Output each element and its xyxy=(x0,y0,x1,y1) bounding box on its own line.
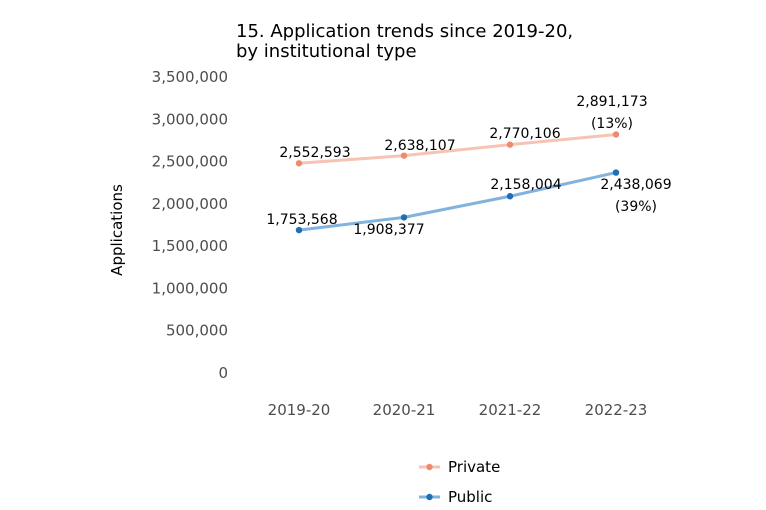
y-tick-label: 1,000,000 xyxy=(152,279,228,297)
data-label-public: 1,753,568 xyxy=(266,212,337,228)
series-line-public xyxy=(297,171,618,232)
y-tick-label: 2,000,000 xyxy=(152,195,228,213)
y-axis-ticks: 3,500,000 3,000,000 2,500,000 2,000,000 1,50… xyxy=(152,68,228,382)
series-points xyxy=(295,131,620,234)
y-tick-label: 1,500,000 xyxy=(152,237,228,255)
legend-label-private: Private xyxy=(448,458,500,476)
data-point-public xyxy=(295,226,303,234)
data-point-private xyxy=(506,141,514,148)
y-tick-label: 500,000 xyxy=(166,322,228,340)
legend-label-public: Public xyxy=(448,488,492,506)
y-tick-label: 0 xyxy=(218,364,228,382)
percent-change-label-private: (13%) xyxy=(591,116,633,132)
data-point-public xyxy=(506,193,514,200)
chart-title-line-2: by institutional type xyxy=(236,41,417,62)
legend-swatch-point xyxy=(426,463,433,471)
data-label-public: 2,438,069 xyxy=(600,177,671,193)
data-point-private xyxy=(612,131,620,138)
data-label-public: 2,158,004 xyxy=(490,177,561,193)
data-label-private: 2,552,593 xyxy=(279,145,350,161)
data-label-private: 2,891,173 xyxy=(576,94,647,110)
data-label-public: 1,908,377 xyxy=(353,222,424,238)
y-tick-label: 2,500,000 xyxy=(152,153,228,171)
x-axis-ticks: 2019-20 2020-21 2021-22 2022-23 xyxy=(268,401,648,419)
legend: Private Public xyxy=(419,458,500,506)
y-tick-label: 3,500,000 xyxy=(152,68,228,86)
x-tick-label: 2021-22 xyxy=(479,401,542,419)
x-tick-label: 2019-20 xyxy=(268,401,331,419)
x-tick-label: 2022-23 xyxy=(585,401,648,419)
chart-title-line-1: 15. Application trends since 2019-20, xyxy=(236,21,573,42)
data-point-public xyxy=(400,214,408,221)
percent-change-label-public: (39%) xyxy=(615,199,657,215)
x-tick-label: 2020-21 xyxy=(373,401,436,419)
data-point-private xyxy=(295,160,303,167)
y-axis-label: Applications xyxy=(108,184,126,276)
y-tick-label: 3,000,000 xyxy=(152,110,228,128)
legend-swatch-point xyxy=(426,493,433,501)
series-line-private xyxy=(297,133,618,165)
data-point-public xyxy=(612,169,620,176)
series-lines xyxy=(297,133,618,232)
data-labels: 2,552,593 2,638,107 2,770,106 2,891,173 (13%… xyxy=(266,94,671,238)
data-label-private: 2,770,106 xyxy=(489,126,560,142)
data-point-private xyxy=(400,152,408,159)
data-label-private: 2,638,107 xyxy=(384,138,455,154)
